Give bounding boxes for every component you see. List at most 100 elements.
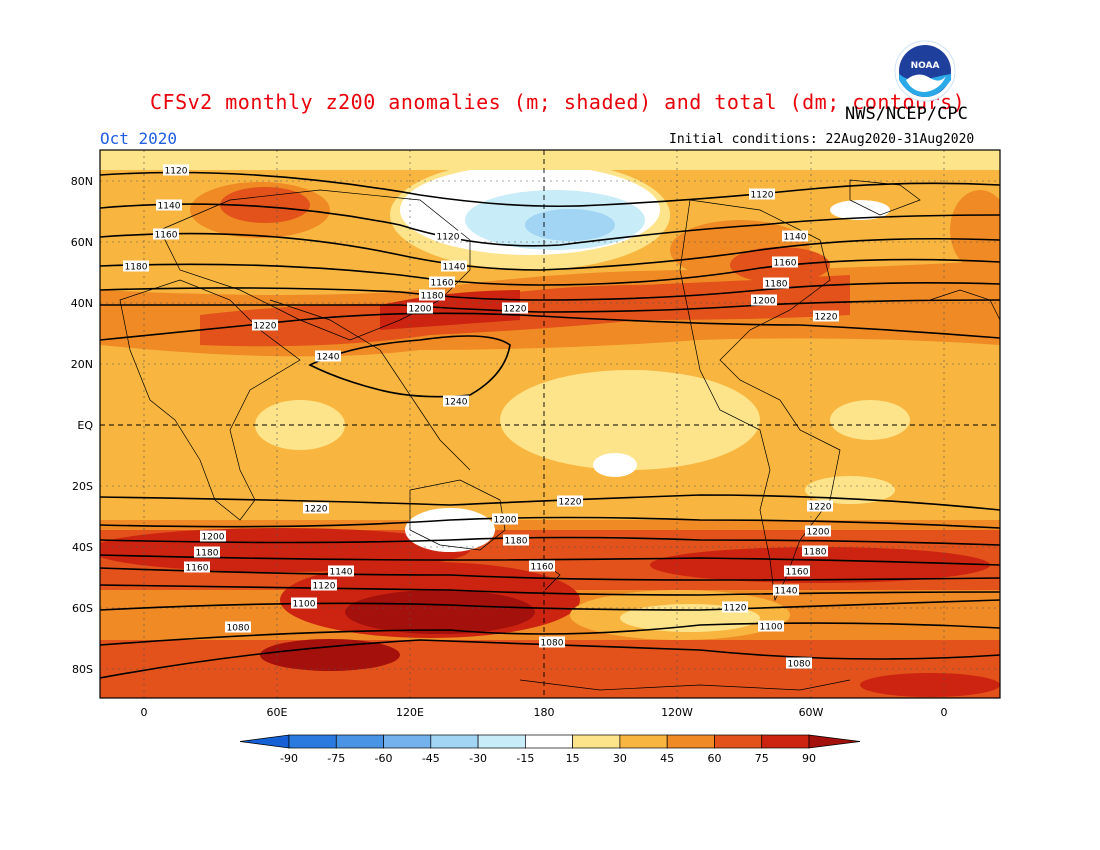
contour-label: 1080	[786, 657, 812, 670]
contour-label-text: 1240	[445, 398, 468, 408]
contour-label: 1220	[502, 302, 528, 315]
colorbar-box	[666, 734, 715, 749]
colorbar: -90 -75 -60 -45 -30 -15 15 30 45 60 75 90	[239, 734, 861, 765]
initial-conditions: Initial conditions: 22Aug2020-31Aug2020	[669, 132, 975, 147]
contour-label: 1120	[749, 188, 775, 201]
contour-label-text: 1080	[788, 660, 811, 670]
contour-label-text: 1120	[751, 191, 774, 201]
contour-label-text: 1120	[437, 233, 460, 243]
contour-label-text: 1120	[165, 167, 188, 177]
contour-label-text: 1080	[227, 624, 250, 634]
contour-label: 1200	[751, 294, 777, 307]
contour-label: 1220	[303, 502, 329, 515]
contour-label-text: 1160	[531, 563, 554, 573]
colorbar-box	[619, 734, 668, 749]
logo-text: NOAA	[911, 61, 940, 71]
longitude-labels: 0 60E 120E 180 120W 60W 0	[141, 706, 948, 719]
latitude-labels: 80N 60N 40N 20N EQ 20S 40S 60S 80S	[71, 175, 94, 676]
colorbar-label: -45	[422, 752, 440, 765]
lat-label: EQ	[77, 419, 93, 432]
lon-label: 60E	[267, 706, 288, 719]
contour-label: 1120	[435, 230, 461, 243]
colorbar-box	[761, 734, 810, 749]
forecast-month: Oct 2020	[100, 129, 178, 148]
noaa-logo-icon: NOAA	[894, 40, 956, 102]
contour-label: 1220	[807, 500, 833, 513]
colorbar-box	[288, 734, 337, 749]
contour-label-text: 1220	[504, 305, 527, 315]
colorbar-label: -30	[469, 752, 487, 765]
contour-label-text: 1200	[202, 533, 225, 543]
contour-label-text: 1140	[784, 233, 807, 243]
contour-label: 1120	[163, 164, 189, 177]
lat-label: 40S	[72, 541, 93, 554]
contour-label: 1240	[315, 350, 341, 363]
contour-label-text: 1120	[313, 582, 336, 592]
contour-label-text: 1200	[494, 516, 517, 526]
colorbar-label: 90	[802, 752, 816, 765]
contour-label: 1140	[156, 199, 182, 212]
contour-label-text: 1160	[774, 259, 797, 269]
contour-label: 1140	[328, 565, 354, 578]
equator-and-dateline	[100, 150, 1000, 698]
colorbar-label: 75	[755, 752, 769, 765]
contour-label-text: 1160	[786, 568, 809, 578]
colorbar-box	[383, 734, 432, 749]
contour-label-text: 1180	[804, 548, 827, 558]
contour-label: 1140	[773, 584, 799, 597]
lon-label: 60W	[799, 706, 824, 719]
contour-label: 1160	[772, 256, 798, 269]
contour-label-text: 1220	[815, 313, 838, 323]
contour-label-text: 1240	[317, 353, 340, 363]
contour-label-text: 1220	[809, 503, 832, 513]
map-frame	[99, 149, 1001, 699]
contour-label-text: 1180	[765, 280, 788, 290]
colorbar-left-arrow	[239, 734, 290, 749]
contour-label-text: 1160	[155, 231, 178, 241]
contour-label: 1080	[539, 636, 565, 649]
contour-label-text: 1200	[753, 297, 776, 307]
contour-label-text: 1220	[254, 322, 277, 332]
lat-label: 20S	[72, 480, 93, 493]
height-contours	[100, 171, 1000, 679]
lat-label: 60S	[72, 602, 93, 615]
colorbar-box	[572, 734, 621, 749]
contour-label-text: 1200	[807, 528, 830, 538]
contour-label: 1160	[429, 276, 455, 289]
contour-label-text: 1160	[186, 564, 209, 574]
lat-label: 20N	[71, 358, 93, 371]
colorbar-label: 15	[566, 752, 580, 765]
contour-label: 1240	[443, 395, 469, 408]
contour-label-text: 1200	[409, 305, 432, 315]
lon-label: 120W	[661, 706, 693, 719]
contour-label: 1200	[407, 302, 433, 315]
contour-label: 1180	[123, 260, 149, 273]
contour-label: 1180	[194, 546, 220, 559]
contour-label: 1200	[200, 530, 226, 543]
lon-label: 180	[534, 706, 555, 719]
contour-label-text: 1220	[305, 505, 328, 515]
contour-label: 1180	[763, 277, 789, 290]
contour-label: 1080	[225, 621, 251, 634]
contour-label: 1120	[311, 579, 337, 592]
agency-label: NWS/NCEP/CPC	[845, 104, 968, 124]
contour-label-text: 1080	[541, 639, 564, 649]
contour-label: 1200	[492, 513, 518, 526]
contour-label-text: 1140	[443, 263, 466, 273]
lat-label: 40N	[71, 297, 93, 310]
colorbar-box	[477, 734, 526, 749]
lat-label: 80S	[72, 663, 93, 676]
contour-label-text: 1140	[775, 587, 798, 597]
contour-label: 1200	[805, 525, 831, 538]
colorbar-label: -90	[280, 752, 298, 765]
contour-label-text: 1140	[158, 202, 181, 212]
contour-label-text: 1140	[330, 568, 353, 578]
lon-label: 120E	[396, 706, 424, 719]
contour-label: 1120	[722, 601, 748, 614]
contour-label: 1180	[503, 534, 529, 547]
contour-label-text: 1100	[760, 623, 783, 633]
colorbar-label: -60	[375, 752, 393, 765]
colorbar-box	[714, 734, 763, 749]
contour-label: 1160	[529, 560, 555, 573]
